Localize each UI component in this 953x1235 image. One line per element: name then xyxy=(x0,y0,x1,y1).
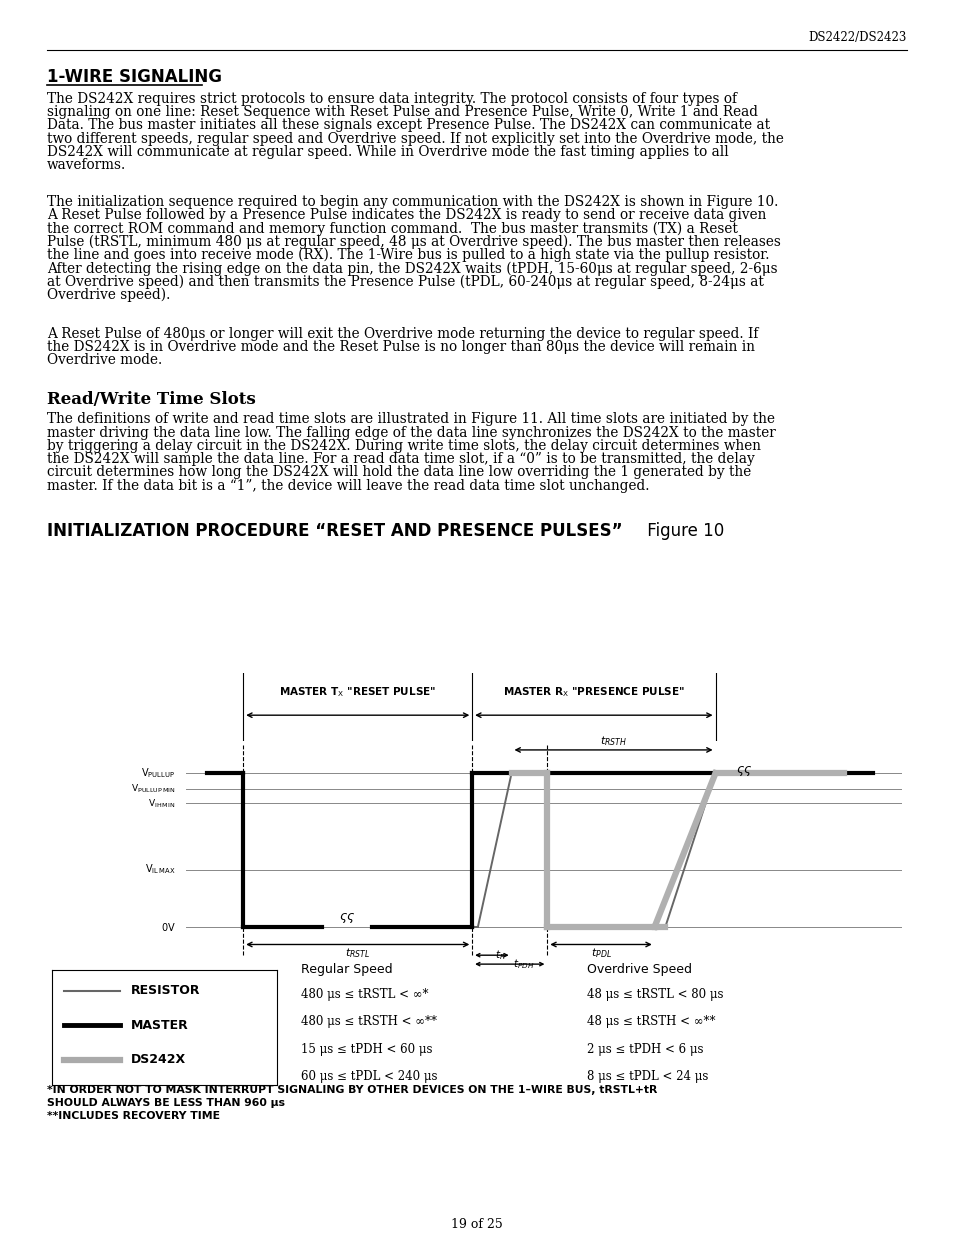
Text: $\mathsf{V_{PULLUP\,MIN}}$: $\mathsf{V_{PULLUP\,MIN}}$ xyxy=(131,783,175,795)
Text: Overdrive Speed: Overdrive Speed xyxy=(586,963,691,976)
Text: A Reset Pulse followed by a Presence Pulse indicates the DS242X is ready to send: A Reset Pulse followed by a Presence Pul… xyxy=(47,209,765,222)
Text: Overdrive mode.: Overdrive mode. xyxy=(47,353,162,368)
Text: 480 μs ≤ tRSTH < ∞**: 480 μs ≤ tRSTH < ∞** xyxy=(300,1015,436,1029)
Text: waveforms.: waveforms. xyxy=(47,158,126,172)
Text: 2 μs ≤ tPDH < 6 μs: 2 μs ≤ tPDH < 6 μs xyxy=(586,1042,702,1056)
Text: 60 μs ≤ tPDL < 240 μs: 60 μs ≤ tPDL < 240 μs xyxy=(300,1070,436,1083)
Text: $\mathsf{V_{IH\,MIN}}$: $\mathsf{V_{IH\,MIN}}$ xyxy=(148,798,175,810)
Text: the DS242X will sample the data line. For a read data time slot, if a “0” is to : the DS242X will sample the data line. Fo… xyxy=(47,452,754,466)
Text: 48 μs ≤ tRSTH < ∞**: 48 μs ≤ tRSTH < ∞** xyxy=(586,1015,715,1029)
Text: 8 μs ≤ tPDL < 24 μs: 8 μs ≤ tPDL < 24 μs xyxy=(586,1070,707,1083)
Text: by triggering a delay circuit in the DS242X. During write time slots, the delay : by triggering a delay circuit in the DS2… xyxy=(47,438,760,453)
Text: $t_{RSTL}$: $t_{RSTL}$ xyxy=(345,946,370,960)
Text: $t_{RSTH}$: $t_{RSTH}$ xyxy=(599,735,626,748)
Text: $t_R$: $t_R$ xyxy=(495,948,505,962)
Text: the correct ROM command and memory function command.  The bus master transmits (: the correct ROM command and memory funct… xyxy=(47,221,737,236)
Text: Read/Write Time Slots: Read/Write Time Slots xyxy=(47,390,255,408)
Text: the line and goes into receive mode (RX). The 1-Wire bus is pulled to a high sta: the line and goes into receive mode (RX)… xyxy=(47,248,769,262)
Text: $\mathsf{V_{IL\,MAX}}$: $\mathsf{V_{IL\,MAX}}$ xyxy=(145,862,175,877)
Text: MASTER R$_\mathsf{X}$ "PRESENCE PULSE": MASTER R$_\mathsf{X}$ "PRESENCE PULSE" xyxy=(502,685,684,699)
Text: the DS242X is in Overdrive mode and the Reset Pulse is no longer than 80μs the d: the DS242X is in Overdrive mode and the … xyxy=(47,340,754,354)
Text: $\mathsf{V_{PULLUP}}$: $\mathsf{V_{PULLUP}}$ xyxy=(141,766,175,781)
Text: RESISTOR: RESISTOR xyxy=(131,984,200,997)
Text: $t_{PDH}$: $t_{PDH}$ xyxy=(513,957,534,971)
Text: The definitions of write and read time slots are illustrated in Figure 11. All t: The definitions of write and read time s… xyxy=(47,412,774,426)
Text: two different speeds, regular speed and Overdrive speed. If not explicitly set i: two different speeds, regular speed and … xyxy=(47,132,783,146)
Text: at Overdrive speed) and then transmits the Presence Pulse (tPDL, 60-240μs at reg: at Overdrive speed) and then transmits t… xyxy=(47,274,763,289)
Text: SHOULD ALWAYS BE LESS THAN 960 μs: SHOULD ALWAYS BE LESS THAN 960 μs xyxy=(47,1098,285,1108)
Text: After detecting the rising edge on the data pin, the DS242X waits (tPDH, 15-60μs: After detecting the rising edge on the d… xyxy=(47,261,777,275)
Text: Figure 10: Figure 10 xyxy=(641,521,723,540)
Text: $\varsigma\varsigma$: $\varsigma\varsigma$ xyxy=(338,911,355,925)
Text: circuit determines how long the DS242X will hold the data line low overriding th: circuit determines how long the DS242X w… xyxy=(47,466,750,479)
Text: The initialization sequence required to begin any communication with the DS242X : The initialization sequence required to … xyxy=(47,195,778,209)
Text: INITIALIZATION PROCEDURE “RESET AND PRESENCE PULSES”: INITIALIZATION PROCEDURE “RESET AND PRES… xyxy=(47,521,622,540)
Text: Overdrive speed).: Overdrive speed). xyxy=(47,288,171,303)
Text: master driving the data line low. The falling edge of the data line synchronizes: master driving the data line low. The fa… xyxy=(47,426,775,440)
Text: $\mathsf{0V}$: $\mathsf{0V}$ xyxy=(160,920,175,932)
Text: 19 of 25: 19 of 25 xyxy=(451,1218,502,1231)
Text: Pulse (tRSTL, minimum 480 μs at regular speed, 48 μs at Overdrive speed). The bu: Pulse (tRSTL, minimum 480 μs at regular … xyxy=(47,235,781,249)
Text: DS242X: DS242X xyxy=(131,1053,186,1066)
Text: The DS242X requires strict protocols to ensure data integrity. The protocol cons: The DS242X requires strict protocols to … xyxy=(47,91,737,106)
Text: *IN ORDER NOT TO MASK INTERRUPT SIGNALING BY OTHER DEVICES ON THE 1–WIRE BUS, tR: *IN ORDER NOT TO MASK INTERRUPT SIGNALIN… xyxy=(47,1086,657,1095)
Text: DS242X will communicate at regular speed. While in Overdrive mode the fast timin: DS242X will communicate at regular speed… xyxy=(47,144,728,159)
Text: A Reset Pulse of 480μs or longer will exit the Overdrive mode returning the devi: A Reset Pulse of 480μs or longer will ex… xyxy=(47,327,758,341)
Text: Data. The bus master initiates all these signals except Presence Pulse. The DS24: Data. The bus master initiates all these… xyxy=(47,119,769,132)
Text: signaling on one line: Reset Sequence with Reset Pulse and Presence Pulse, Write: signaling on one line: Reset Sequence wi… xyxy=(47,105,758,120)
Text: **INCLUDES RECOVERY TIME: **INCLUDES RECOVERY TIME xyxy=(47,1112,220,1121)
Text: 48 μs ≤ tRSTL < 80 μs: 48 μs ≤ tRSTL < 80 μs xyxy=(586,988,722,1002)
Text: 15 μs ≤ tPDH < 60 μs: 15 μs ≤ tPDH < 60 μs xyxy=(300,1042,432,1056)
Text: $\varsigma\varsigma$: $\varsigma\varsigma$ xyxy=(735,764,752,778)
Text: DS2422/DS2423: DS2422/DS2423 xyxy=(808,31,906,44)
Text: Regular Speed: Regular Speed xyxy=(300,963,392,976)
Text: MASTER: MASTER xyxy=(131,1019,189,1031)
Text: 1-WIRE SIGNALING: 1-WIRE SIGNALING xyxy=(47,68,222,86)
Text: 480 μs ≤ tRSTL < ∞*: 480 μs ≤ tRSTL < ∞* xyxy=(300,988,428,1002)
Text: $t_{PDL}$: $t_{PDL}$ xyxy=(590,946,611,960)
Text: master. If the data bit is a “1”, the device will leave the read data time slot : master. If the data bit is a “1”, the de… xyxy=(47,479,649,493)
Text: MASTER T$_\mathsf{X}$ "RESET PULSE": MASTER T$_\mathsf{X}$ "RESET PULSE" xyxy=(279,685,436,699)
